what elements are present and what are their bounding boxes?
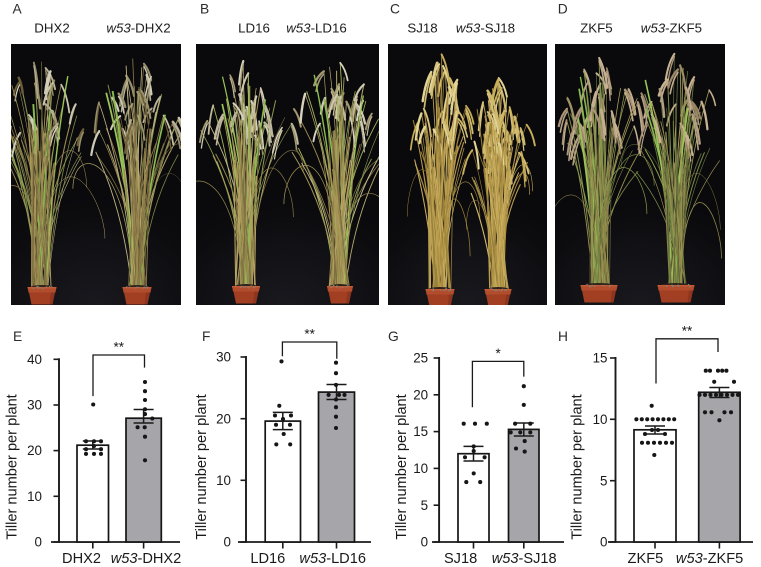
svg-text:5: 5 [421,498,428,513]
svg-text:G: G [388,329,399,344]
svg-text:**: ** [114,340,125,355]
svg-text:B: B [200,2,209,17]
svg-text:w53-DHX2: w53-DHX2 [106,21,170,36]
svg-text:LD16: LD16 [250,551,285,567]
svg-text:Tiller number per plant: Tiller number per plant [4,394,20,539]
svg-text:DHX2: DHX2 [34,21,69,36]
svg-text:SJ18: SJ18 [407,21,437,36]
svg-text:ZKF5: ZKF5 [628,551,664,567]
svg-text:20: 20 [27,443,42,458]
svg-text:20: 20 [216,411,231,426]
svg-text:0: 0 [421,535,428,550]
svg-text:w53-ZKF5: w53-ZKF5 [641,21,702,36]
svg-text:0: 0 [224,535,231,550]
svg-text:w53-SJ18: w53-SJ18 [456,21,515,36]
svg-text:10: 10 [413,461,428,476]
svg-text:Tiller number per plant: Tiller number per plant [394,394,410,539]
svg-text:F: F [202,329,210,344]
svg-text:DHX2: DHX2 [62,551,101,567]
svg-text:40: 40 [27,352,42,367]
svg-text:D: D [558,2,568,17]
svg-text:w53-ZKF5: w53-ZKF5 [676,551,743,567]
svg-text:0: 0 [35,535,42,550]
svg-text:0: 0 [600,535,607,550]
svg-text:30: 30 [27,398,42,413]
svg-text:15: 15 [593,351,608,366]
svg-text:30: 30 [216,350,231,365]
svg-text:H: H [558,329,568,344]
svg-text:LD16: LD16 [238,21,270,36]
svg-text:SJ18: SJ18 [444,551,477,567]
svg-text:w53-LD16: w53-LD16 [299,551,366,567]
svg-text:10: 10 [216,473,231,488]
svg-text:10: 10 [593,412,608,427]
svg-text:A: A [13,2,23,17]
svg-text:5: 5 [600,473,607,488]
svg-text:Tiller number per plant: Tiller number per plant [570,394,586,539]
svg-text:C: C [390,2,400,17]
svg-text:w53-SJ18: w53-SJ18 [492,551,557,567]
svg-text:20: 20 [413,387,428,402]
svg-text:E: E [13,329,22,344]
svg-text:**: ** [682,323,693,338]
svg-text:15: 15 [413,424,428,439]
svg-text:ZKF5: ZKF5 [580,21,613,36]
svg-text:25: 25 [413,351,428,366]
svg-text:10: 10 [27,489,42,504]
svg-text:**: ** [304,327,315,342]
svg-text:Tiller number per plant: Tiller number per plant [194,394,210,539]
svg-text:*: * [495,346,501,361]
svg-text:w53-DHX2: w53-DHX2 [111,551,182,567]
svg-text:w53-LD16: w53-LD16 [286,21,347,36]
